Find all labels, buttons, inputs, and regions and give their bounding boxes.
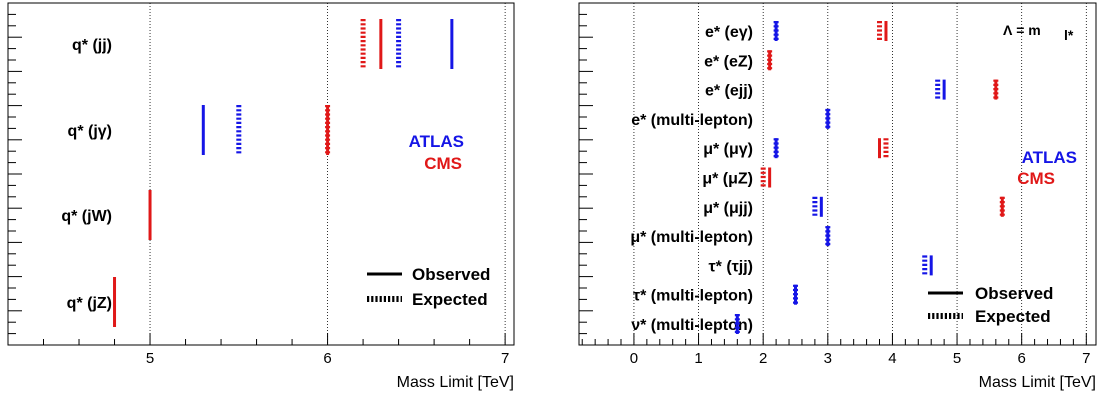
lambda-annotation-sub: l* <box>1064 27 1074 43</box>
x-axis-label: Mass Limit [TeV] <box>979 374 1096 391</box>
x-tick-label: 0 <box>630 350 638 367</box>
category-label: q* (jW) <box>61 208 112 225</box>
panel-1: 5 6 7 Mass Limit [TeV] q* (jj) q* (jγ) q* (jW)… <box>7 2 515 391</box>
x-tick-label: 5 <box>146 350 154 367</box>
legend-observed-label: Observed <box>975 284 1053 303</box>
x-tick-label: 3 <box>824 350 832 367</box>
legend-expected-label: Expected <box>975 307 1051 326</box>
x-tick-label: 7 <box>1082 350 1090 367</box>
legend-expected-label: Expected <box>412 290 488 309</box>
x-tick-label: 6 <box>323 350 331 367</box>
legend-cms: CMS <box>1017 169 1055 188</box>
panel-2: 0 1 2 3 4 5 6 7 Mass Limit [TeV] e* (eγ) e* (eZ) e*… <box>578 2 1097 391</box>
x-tick-label: 5 <box>953 350 961 367</box>
category-label: ν* (multi-lepton) <box>631 317 753 334</box>
legend-atlas: ATLAS <box>1022 148 1077 167</box>
x-tick-label: 6 <box>1018 350 1026 367</box>
legend-cms: CMS <box>424 154 462 173</box>
category-label: e* (ejj) <box>705 83 753 100</box>
category-label: e* (multi-lepton) <box>631 112 753 129</box>
legend-observed-label: Observed <box>412 265 490 284</box>
category-label: e* (eγ) <box>705 24 753 41</box>
lambda-annotation: Λ = m <box>1003 22 1041 38</box>
category-label: τ* (multi-lepton) <box>633 288 753 305</box>
category-label: μ* (multi-lepton) <box>630 229 753 246</box>
legend-atlas: ATLAS <box>409 132 464 151</box>
category-label: τ* (τjj) <box>709 258 754 275</box>
category-label: e* (eZ) <box>704 53 753 70</box>
x-tick-label: 4 <box>888 350 896 367</box>
category-label: q* (jj) <box>72 37 112 54</box>
category-label: μ* (μjj) <box>703 200 753 217</box>
x-tick-label: 1 <box>694 350 702 367</box>
category-label: μ* (μZ) <box>702 171 753 188</box>
category-label: q* (jZ) <box>67 295 112 312</box>
category-label: μ* (μγ) <box>703 141 753 158</box>
x-tick-label: 7 <box>501 350 509 367</box>
x-axis-label: Mass Limit [TeV] <box>397 374 514 391</box>
x-tick-label: 2 <box>759 350 767 367</box>
category-label: q* (jγ) <box>68 123 112 140</box>
